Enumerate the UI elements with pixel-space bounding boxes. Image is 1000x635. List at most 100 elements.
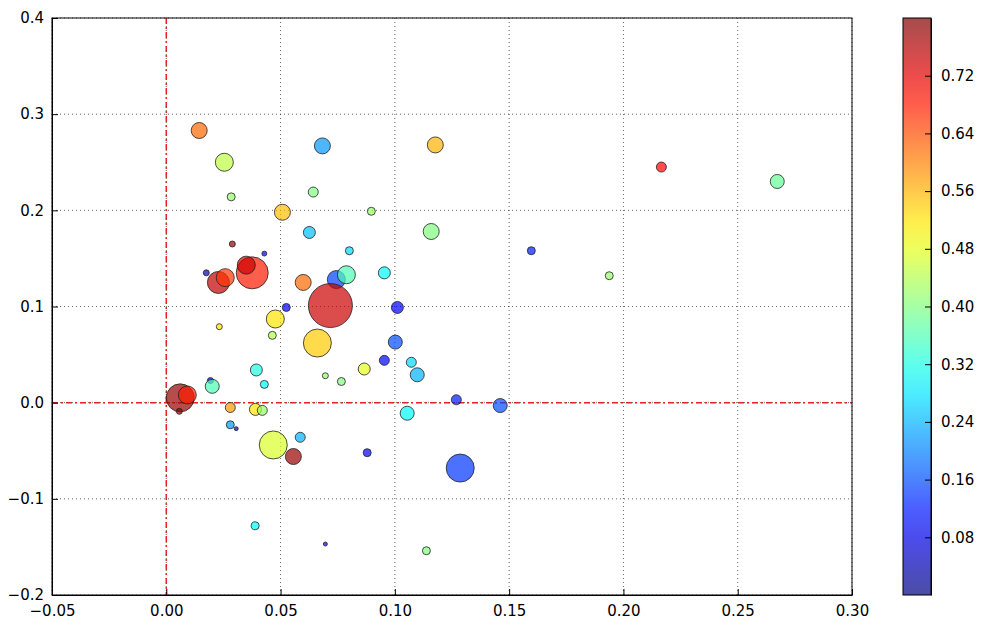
- bubble: [308, 187, 318, 197]
- grid: [52, 18, 852, 595]
- tick: 0.24: [925, 413, 974, 431]
- bubble: [282, 303, 290, 311]
- bubble: [378, 267, 390, 279]
- tick: 0.64: [925, 125, 974, 143]
- tick: 0.4: [20, 9, 58, 27]
- bubble: [446, 454, 474, 482]
- tick: 0.20: [607, 589, 640, 620]
- tick-mark: [925, 76, 931, 77]
- tick: 0.25: [722, 589, 755, 620]
- bubble: [451, 395, 461, 405]
- bubble: [337, 378, 345, 386]
- bubble: [295, 274, 311, 290]
- tick-label: 0.32: [941, 356, 974, 374]
- tick: 0.15: [493, 589, 526, 620]
- tick-label: 0.64: [941, 125, 974, 143]
- bubble: [250, 364, 262, 376]
- y-grid-line: [52, 306, 852, 307]
- tick-label: 0.16: [941, 471, 974, 489]
- bubble: [176, 408, 182, 414]
- bubble: [262, 251, 267, 256]
- tick-mark: [925, 364, 931, 365]
- bubble: [266, 310, 284, 328]
- bubble: [178, 386, 196, 404]
- tick: 0.10: [379, 589, 412, 620]
- tick-label: 0.24: [941, 413, 974, 431]
- bubble: [388, 335, 402, 349]
- tick-mark: [281, 589, 282, 595]
- bubble: [237, 256, 255, 274]
- tick-mark: [738, 589, 739, 595]
- axis-line: [53, 595, 853, 596]
- colorbar-axis: 0.080.160.240.320.400.480.560.640.72: [925, 19, 974, 596]
- bubble: [770, 174, 784, 188]
- tick: 0.08: [925, 529, 974, 547]
- bubble: [303, 329, 331, 357]
- bubble: [285, 449, 301, 465]
- bubble: [229, 241, 235, 247]
- bubble: [314, 138, 330, 154]
- tick-mark: [925, 537, 931, 538]
- tick-label: −0.05: [30, 602, 76, 620]
- tick-label: 0.08: [941, 529, 974, 547]
- bubble: [191, 123, 207, 139]
- bubble: [367, 207, 375, 215]
- tick-mark: [52, 114, 58, 115]
- tick-label: −0.2: [8, 586, 44, 604]
- bubble: [308, 284, 352, 328]
- bubble: [215, 153, 233, 171]
- bubble: [337, 266, 355, 284]
- tick-mark: [509, 589, 510, 595]
- tick-mark: [925, 307, 931, 308]
- tick: 0.40: [925, 298, 974, 316]
- tick: 0.16: [925, 471, 974, 489]
- tick: 0.05: [264, 589, 297, 620]
- tick-mark: [925, 249, 931, 250]
- bubble: [423, 223, 439, 239]
- axis-line: [931, 19, 932, 596]
- tick-mark: [925, 191, 931, 192]
- vertical-reference-line: [166, 18, 168, 595]
- tick: 0.56: [925, 182, 974, 200]
- bubble: [226, 421, 234, 429]
- tick-label: 0.40: [941, 298, 974, 316]
- x-grid-line: [166, 18, 167, 595]
- bubble: [225, 402, 235, 412]
- tick: 0.2: [20, 202, 58, 220]
- tick: 0.00: [150, 589, 183, 620]
- tick: 0.3: [20, 105, 58, 123]
- tick-mark: [925, 422, 931, 423]
- tick-label: 0.30: [836, 602, 869, 620]
- bubble: [251, 522, 259, 530]
- bubble: [400, 406, 414, 420]
- tick-mark: [52, 595, 58, 596]
- y-grid-line: [52, 498, 852, 499]
- bubble: [257, 405, 267, 415]
- bubble: [259, 431, 287, 459]
- tick: −0.1: [8, 490, 58, 508]
- tick-label: 0.2: [20, 202, 44, 220]
- tick: 0.0: [20, 394, 58, 412]
- plot-area: [52, 18, 852, 595]
- bubble: [406, 357, 416, 367]
- tick-mark: [52, 307, 58, 308]
- tick-label: 0.3: [20, 105, 44, 123]
- tick-mark: [52, 403, 58, 404]
- tick-label: 0.25: [722, 602, 755, 620]
- tick-mark: [395, 589, 396, 595]
- tick-label: 0.56: [941, 182, 974, 200]
- bubble: [274, 204, 290, 220]
- bubble: [410, 368, 424, 382]
- bubble: [216, 324, 222, 330]
- tick-label: 0.48: [941, 240, 974, 258]
- tick-label: 0.4: [20, 9, 44, 27]
- tick-label: 0.0: [20, 394, 44, 412]
- tick-mark: [925, 480, 931, 481]
- chart: −0.05 0.00 0.05 0.10 0.15 0.20 0.25 0.30 −0.2 −0.…: [0, 0, 1000, 635]
- tick-mark: [52, 18, 58, 19]
- bubble: [234, 427, 238, 431]
- plot-frame: [52, 18, 852, 595]
- bubble: [260, 380, 268, 388]
- tick-mark: [52, 210, 58, 211]
- tick-label: 0.15: [493, 602, 526, 620]
